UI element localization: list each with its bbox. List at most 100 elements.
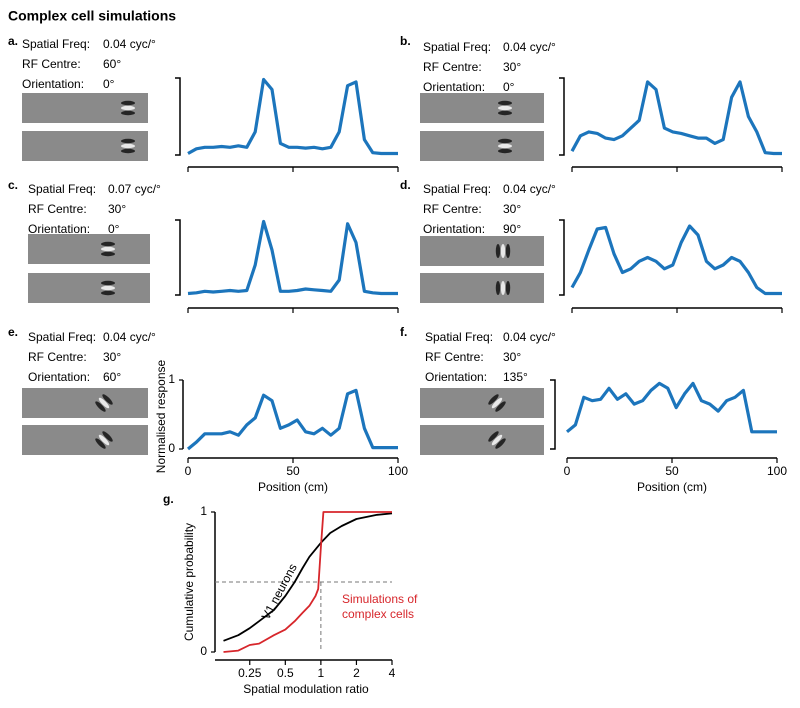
stimulus-image [28, 234, 150, 264]
param-name: RF Centre: [28, 202, 87, 216]
gabor-patch [121, 138, 135, 154]
gabor-stripe [498, 143, 512, 149]
param-value: 0.04 cyc/° [503, 330, 556, 344]
x-axis-label: Position (cm) [258, 480, 328, 494]
gabor-stripe [101, 285, 115, 291]
param-value: 0.04 cyc/° [103, 37, 156, 51]
stimulus-image [420, 236, 544, 266]
gabor-stripe [102, 394, 113, 405]
panel-label: a. [8, 34, 18, 48]
gabor-patch [488, 394, 506, 412]
gabor-stripe [101, 246, 115, 252]
param-name: Spatial Freq: [28, 182, 96, 196]
param-value: 0.04 cyc/° [503, 40, 556, 54]
gabor-stripe [101, 290, 115, 296]
y-tick-label: 0 [200, 644, 207, 658]
stimulus-image [420, 425, 544, 455]
param-value: 0.04 cyc/° [103, 330, 156, 344]
x-tick-label: 4 [389, 666, 396, 680]
gabor-stripe [505, 281, 511, 295]
param-name: RF Centre: [423, 60, 482, 74]
scale-bracket [559, 219, 565, 296]
param-name: Orientation: [425, 370, 487, 384]
gabor-stripe [495, 401, 506, 412]
x-tick-label: 1 [318, 666, 325, 680]
stimulus-image [22, 425, 148, 455]
param-value: 0° [103, 77, 115, 91]
param-name: RF Centre: [22, 57, 81, 71]
param-value: 30° [108, 202, 126, 216]
stimulus-image [420, 131, 544, 161]
gabor-stripe [121, 138, 135, 144]
data-line [565, 381, 777, 434]
panel-label: d. [400, 178, 411, 192]
scale-bracket [175, 219, 181, 296]
data-line [570, 224, 782, 296]
scale-bracket [559, 77, 565, 156]
gabor-stripe [498, 105, 512, 111]
data-line [186, 388, 398, 451]
gabor-stripe [491, 397, 503, 409]
x-tick-label: 50 [665, 464, 679, 478]
param-value: 30° [503, 202, 521, 216]
x-tick-label: 0.25 [238, 666, 262, 680]
gabor-stripe [488, 394, 499, 405]
gabor-patch [495, 281, 511, 295]
param-name: Orientation: [423, 222, 485, 236]
gabor-stripe [488, 431, 499, 442]
x-tick-label: 100 [767, 464, 787, 478]
param-value: 90° [503, 222, 521, 236]
y-tick-label: 1 [200, 504, 207, 518]
param-name: Spatial Freq: [28, 330, 96, 344]
stimulus-image [420, 93, 544, 123]
param-name: Orientation: [28, 222, 90, 236]
x-tick-label: 0.5 [277, 666, 294, 680]
param-value: 0° [108, 222, 120, 236]
param-name: Spatial Freq: [22, 37, 90, 51]
x-tick-label: 0 [564, 464, 571, 478]
data-line [187, 219, 398, 296]
gabor-stripe [495, 438, 506, 449]
x-tick-label: 50 [286, 464, 300, 478]
stimulus-image [28, 273, 150, 303]
param-value: 60° [103, 57, 121, 71]
gabor-patch [121, 100, 135, 116]
param-name: RF Centre: [425, 350, 484, 364]
panel-label: c. [8, 178, 18, 192]
gabor-patch [101, 241, 115, 257]
gabor-patch [498, 100, 512, 116]
stimulus-image [420, 273, 544, 303]
param-value: 0.04 cyc/° [503, 182, 556, 196]
gabor-stripe [505, 244, 511, 258]
param-name: Spatial Freq: [423, 182, 491, 196]
y-axis-label: Cumulative probability [182, 523, 196, 641]
gabor-stripe [95, 401, 106, 412]
gabor-patch [101, 280, 115, 296]
param-value: 135° [503, 370, 528, 384]
series-annotation: V1 neurons [259, 561, 300, 622]
gabor-stripe [101, 251, 115, 257]
param-name: Spatial Freq: [425, 330, 493, 344]
x-axis-label: Spatial modulation ratio [243, 682, 369, 696]
param-value: 30° [503, 350, 521, 364]
param-name: Spatial Freq: [423, 40, 491, 54]
param-name: Orientation: [423, 80, 485, 94]
x-axis-label: Position (cm) [637, 480, 707, 494]
gabor-patch [498, 138, 512, 154]
panel-label: f. [400, 325, 407, 339]
param-value: 0.07 cyc/° [108, 182, 161, 196]
gabor-stripe [121, 100, 135, 106]
param-name: Orientation: [28, 370, 90, 384]
gabor-stripe [500, 244, 506, 258]
gabor-stripe [121, 148, 135, 154]
param-value: 30° [103, 350, 121, 364]
param-value: 30° [503, 60, 521, 74]
gabor-patch [488, 431, 506, 449]
gabor-patch [95, 394, 113, 412]
gabor-stripe [102, 431, 113, 442]
data-line [187, 77, 398, 156]
gabor-stripe [500, 281, 506, 295]
gabor-stripe [95, 438, 106, 449]
data-line [570, 80, 782, 156]
series-annotation: Simulations of complex cells [342, 592, 418, 621]
